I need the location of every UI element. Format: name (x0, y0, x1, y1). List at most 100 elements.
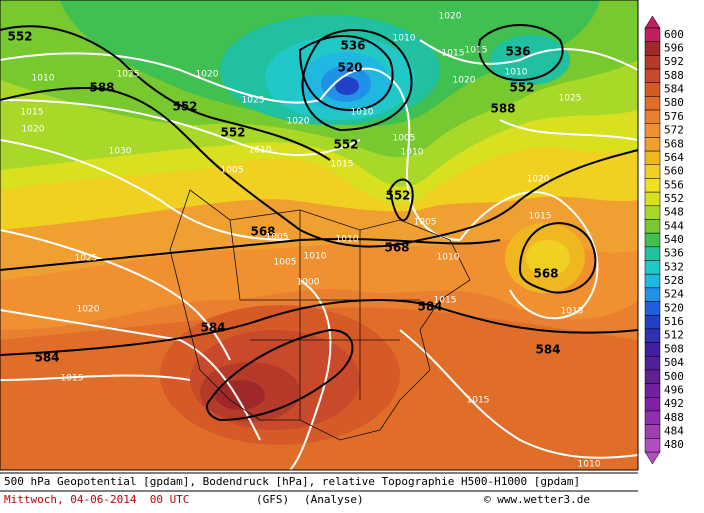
contour-label: 552 (172, 100, 197, 114)
contour-label: 1015 (529, 212, 552, 222)
contour-label: 1025 (117, 70, 140, 80)
contour-label: 1010 (249, 146, 272, 156)
colorbar-box (644, 369, 661, 384)
colorbar-label: 596 (664, 42, 684, 55)
colorbar-label: 488 (664, 411, 684, 424)
colorbar-label: 584 (664, 83, 684, 96)
colorbar-box (644, 205, 661, 220)
contour-label: 584 (535, 343, 560, 357)
colorbar-box (644, 410, 661, 425)
colorbar-label: 564 (664, 151, 684, 164)
colorbar-box (644, 424, 661, 439)
footer: 500 hPa Geopotential [gpdam], Bodendruck… (0, 472, 638, 506)
contour-label: 1010 (304, 252, 327, 262)
contour-label: 536 (340, 39, 365, 53)
contour-labels: 552 588 552 552 536 520 536 552 588 552 552 568 568 5… (7, 12, 600, 470)
contour-label: 1020 (196, 70, 219, 80)
colorbar-box (644, 137, 661, 152)
colorbar-box (644, 82, 661, 97)
contour-label: 1005 (221, 166, 244, 176)
footer-model: (GFS) (256, 493, 289, 506)
colorbar-label: 600 (664, 28, 684, 41)
colorbar-box (644, 260, 661, 275)
colorbar-box (644, 164, 661, 179)
colorbar-label: 512 (664, 329, 684, 342)
colorbar-box (644, 96, 661, 111)
colorbar-label: 524 (664, 288, 684, 301)
contour-label: 1015 (61, 374, 84, 384)
contour-label: 1020 (287, 117, 310, 127)
colorbar-label: 480 (664, 438, 684, 451)
map (0, 0, 639, 471)
colorbar-box (644, 191, 661, 207)
colorbar-label: 500 (664, 370, 684, 383)
contour-label: 536 (505, 45, 530, 59)
colorbar-box (644, 397, 661, 412)
colorbar-label: 532 (664, 260, 684, 273)
contour-label: 1020 (439, 12, 462, 22)
footer-description: 500 hPa Geopotential [gpdam], Bodendruck… (4, 475, 580, 488)
colorbar-label: 540 (664, 233, 684, 246)
contour-label: 1010 (351, 108, 374, 118)
contour-label: 552 (7, 30, 32, 44)
colorbar-label: 552 (664, 192, 684, 205)
contour-label: 568 (533, 267, 558, 281)
contour-label: 1020 (527, 175, 550, 185)
contour-label: 552 (220, 126, 245, 140)
contour-label: 584 (34, 351, 59, 365)
contour-label: 552 (333, 138, 358, 152)
colorbar-box (644, 109, 661, 124)
colorbar-label: 520 (664, 301, 684, 314)
contour-label: 1020 (453, 76, 476, 86)
contour-label: 1005 (274, 258, 297, 268)
colorbar-box (644, 301, 661, 316)
contour-label: 568 (384, 241, 409, 255)
contour-label: 1015 (434, 296, 457, 306)
contour-label: 1010 (578, 460, 601, 470)
contour-label: 552 (509, 81, 534, 95)
contour-label: 588 (89, 81, 114, 95)
colorbar-label: 536 (664, 247, 684, 260)
footer-credit: © www.wetter3.de (484, 493, 590, 506)
colorbar-box (644, 438, 661, 453)
contour-label: 1025 (75, 254, 98, 264)
contour-label: 1005 (414, 218, 437, 228)
colorbar-box (644, 55, 661, 70)
contour-label: 1015 (21, 108, 44, 118)
colorbar-box (644, 178, 661, 193)
colorbar-box (644, 219, 661, 234)
contour-label: 1010 (437, 253, 460, 263)
colorbar: 6005965925885845805765725685645605565525… (644, 15, 684, 465)
contour-label: 520 (337, 61, 362, 75)
colorbar-box (644, 232, 661, 248)
colorbar-label: 576 (664, 110, 684, 123)
contour-label: 1025 (559, 94, 582, 104)
colorbar-label: 504 (664, 356, 684, 369)
colorbar-label: 556 (664, 178, 684, 191)
colorbar-label: 528 (664, 274, 684, 287)
colorbar-box (644, 356, 661, 371)
contour-label: 1000 (297, 278, 320, 288)
colorbar-label: 548 (664, 206, 684, 219)
contour-label: 1010 (393, 34, 416, 44)
contour-label: 552 (385, 189, 410, 203)
colorbar-box (644, 27, 661, 42)
contour-label: 588 (490, 102, 515, 116)
colorbar-box (644, 41, 661, 56)
colorbar-label: 516 (664, 315, 684, 328)
contour-label: 1010 (505, 68, 528, 78)
contour-label: 1025 (242, 96, 265, 106)
contour-label: 1030 (109, 147, 132, 157)
colorbar-label: 588 (664, 69, 684, 82)
contour-label: 1020 (77, 305, 100, 315)
contour-label: 584 (417, 300, 442, 314)
colorbar-box (644, 287, 661, 302)
contour-label: 1010 (401, 148, 424, 158)
colorbar-box (644, 342, 661, 357)
colorbar-label: 568 (664, 137, 684, 150)
contour-label: 1005 (393, 134, 416, 144)
contour-label: 1010 (32, 74, 55, 84)
contour-label: 1020 (22, 125, 45, 135)
colorbar-label: 580 (664, 96, 684, 109)
